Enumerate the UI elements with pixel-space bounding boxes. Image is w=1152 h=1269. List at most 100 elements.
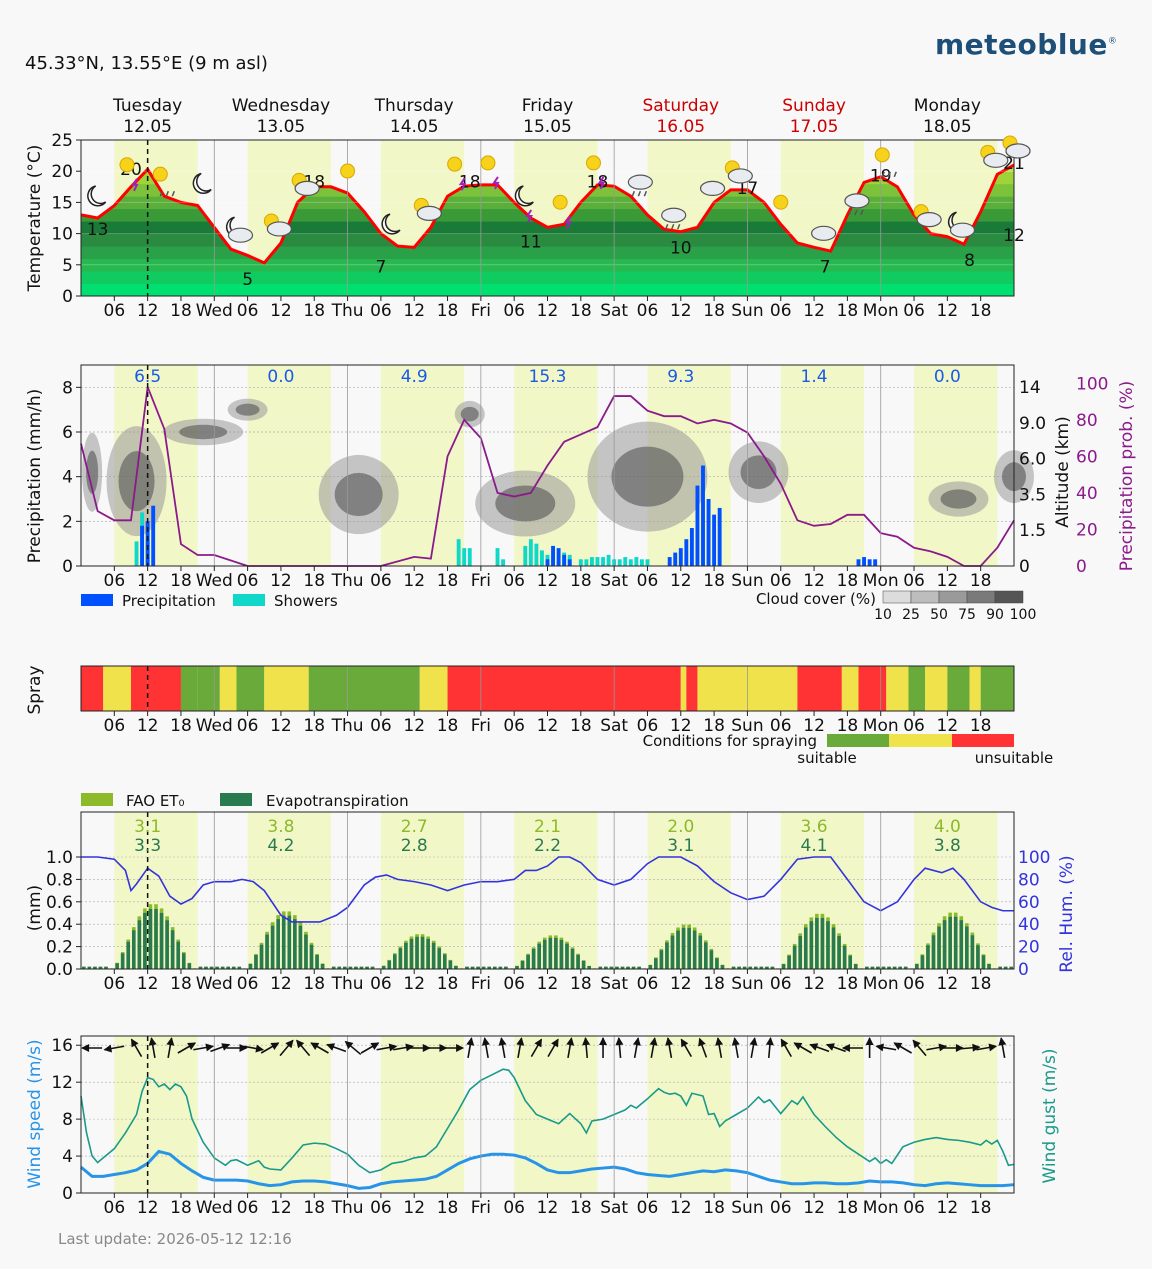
spray-x-tick-label: 18 — [970, 716, 992, 736]
prec-x-tick-label: 06 — [370, 571, 392, 591]
prec-y-tick-label: 6 — [62, 423, 73, 443]
cloud-cover-swatch — [882, 590, 912, 604]
evapotranspiration-bar — [254, 955, 258, 969]
wind-daytime-band — [380, 1036, 465, 1193]
shower-bar — [134, 541, 139, 566]
humidity-tick-label: 100 — [1018, 848, 1050, 868]
cloud-cover-core — [495, 485, 556, 522]
evapotranspiration-bar — [559, 939, 564, 969]
wind-daytime-band — [514, 1036, 598, 1193]
sun-thunder-icon — [447, 156, 467, 191]
arrow-head — [270, 1042, 280, 1050]
cloud-cover-swatch — [994, 590, 1024, 604]
wind-direction-arrow — [825, 1043, 846, 1053]
legend-evapo-swatch — [220, 793, 252, 806]
spray-x-tick-label: 18 — [303, 716, 325, 736]
brand-registered-mark: ® — [1107, 36, 1118, 47]
evapotranspiration-bar — [120, 953, 125, 969]
precipitation-bar — [667, 557, 672, 566]
cloud-cover-core — [740, 455, 777, 490]
precipitation-bar — [862, 557, 866, 566]
evapotranspiration-bar — [187, 963, 192, 969]
precipitation-bar — [856, 559, 861, 566]
arrow-head — [456, 1044, 465, 1052]
evapotranspiration-bar — [159, 912, 164, 969]
sun-cloud-icon — [291, 172, 320, 196]
temp-y-tick-label: 10 — [51, 225, 73, 245]
wind-x-tick-label: 06 — [903, 1198, 925, 1218]
prec-y-tick-label: 0 — [62, 557, 73, 577]
spray-segment-suitable — [980, 666, 1014, 711]
moon-icon — [192, 172, 212, 194]
wind-direction-arrow — [177, 1042, 197, 1054]
brand-logo[interactable]: meteoblue® — [935, 28, 1117, 61]
evapotranspiration-bar — [343, 966, 347, 969]
day-date-3: 15.05 — [523, 117, 572, 137]
evapotranspiration-bar — [998, 966, 1002, 969]
evapotranspiration-bar — [815, 917, 819, 969]
temp-minmax-label: 7 — [375, 257, 386, 277]
thunder-bolt — [597, 176, 606, 190]
evapotranspiration-bar — [1009, 966, 1014, 969]
prec-x-tick-label: 12 — [803, 571, 825, 591]
spray-x-tick-label: 12 — [137, 716, 159, 736]
wind-direction-arrow — [615, 1037, 624, 1059]
evapotranspiration-bar — [570, 948, 575, 969]
arrow-head — [566, 1037, 575, 1046]
evapotranspiration-bar — [759, 966, 764, 969]
wind-x-tick-label: 18 — [170, 1198, 192, 1218]
evap-y-tick-label: 0.8 — [46, 870, 73, 890]
arrow-head — [187, 1042, 197, 1050]
precipitation-bar — [701, 465, 705, 566]
shower-bar — [639, 559, 644, 566]
spray-segment-medium — [264, 666, 309, 711]
spray-segment-medium — [886, 666, 909, 711]
arrow-head — [825, 1043, 835, 1051]
temp-x-tick-label: 12 — [670, 301, 692, 321]
shower-bar — [462, 548, 467, 566]
evapotranspiration-bar — [381, 965, 386, 969]
temp-x-tick-label: 06 — [370, 301, 392, 321]
evapotranspiration-bar — [537, 943, 542, 969]
arrow-head — [310, 1042, 320, 1050]
legend-showers-swatch — [233, 594, 265, 606]
evap-x-tick-label: Wed — [196, 974, 233, 994]
spray-segment-unsuitable — [797, 666, 842, 711]
spray-segment-suitable — [180, 666, 198, 711]
prec-daytime-band — [780, 365, 865, 566]
arrow-head — [938, 1043, 948, 1052]
spray-x-tick-label: 12 — [937, 716, 959, 736]
evapotranspiration-bar — [143, 912, 147, 969]
evapotranspiration-bar — [215, 966, 219, 969]
arrow-head — [166, 1037, 175, 1046]
temp-x-tick-label: 18 — [170, 301, 192, 321]
precipitation-bar — [562, 554, 567, 566]
temp-minmax-label: 7 — [820, 257, 831, 277]
evapotranspiration-bar — [803, 927, 808, 969]
spray-segment-unsuitable — [147, 666, 181, 711]
sun-shape — [152, 166, 168, 182]
wind-x-tick-label: 18 — [570, 1198, 592, 1218]
wind-x-tick-label: 12 — [670, 1198, 692, 1218]
spray-x-tick-label: 06 — [903, 716, 925, 736]
spray-legend-low: suitable — [797, 749, 856, 767]
sun-cloud-icon — [413, 197, 442, 221]
evapotranspiration-bar — [526, 954, 530, 969]
evapotranspiration-bar — [565, 943, 569, 969]
wind-y-tick-label: 8 — [62, 1110, 73, 1130]
evapotranspiration-bar — [104, 966, 108, 969]
spray-legend-suitable — [827, 734, 889, 747]
wind-direction-arrow — [875, 1043, 897, 1052]
arrow-head — [255, 1044, 264, 1053]
wind-direction-arrow — [665, 1037, 674, 1058]
cloud-cover-swatch — [910, 590, 940, 604]
prec-y-tick-label: 4 — [62, 468, 73, 488]
arrow-head — [582, 1037, 591, 1046]
precipitation-bar — [567, 559, 572, 566]
sun-thunder-icon — [480, 155, 500, 190]
evapotranspiration-bar — [331, 966, 336, 969]
evap-y-tick-label: 0.6 — [46, 893, 73, 913]
sun-shape — [447, 156, 463, 172]
legend-fao-label: FAO ET₀ — [126, 792, 184, 810]
prec-x-tick-label: 12 — [403, 571, 425, 591]
